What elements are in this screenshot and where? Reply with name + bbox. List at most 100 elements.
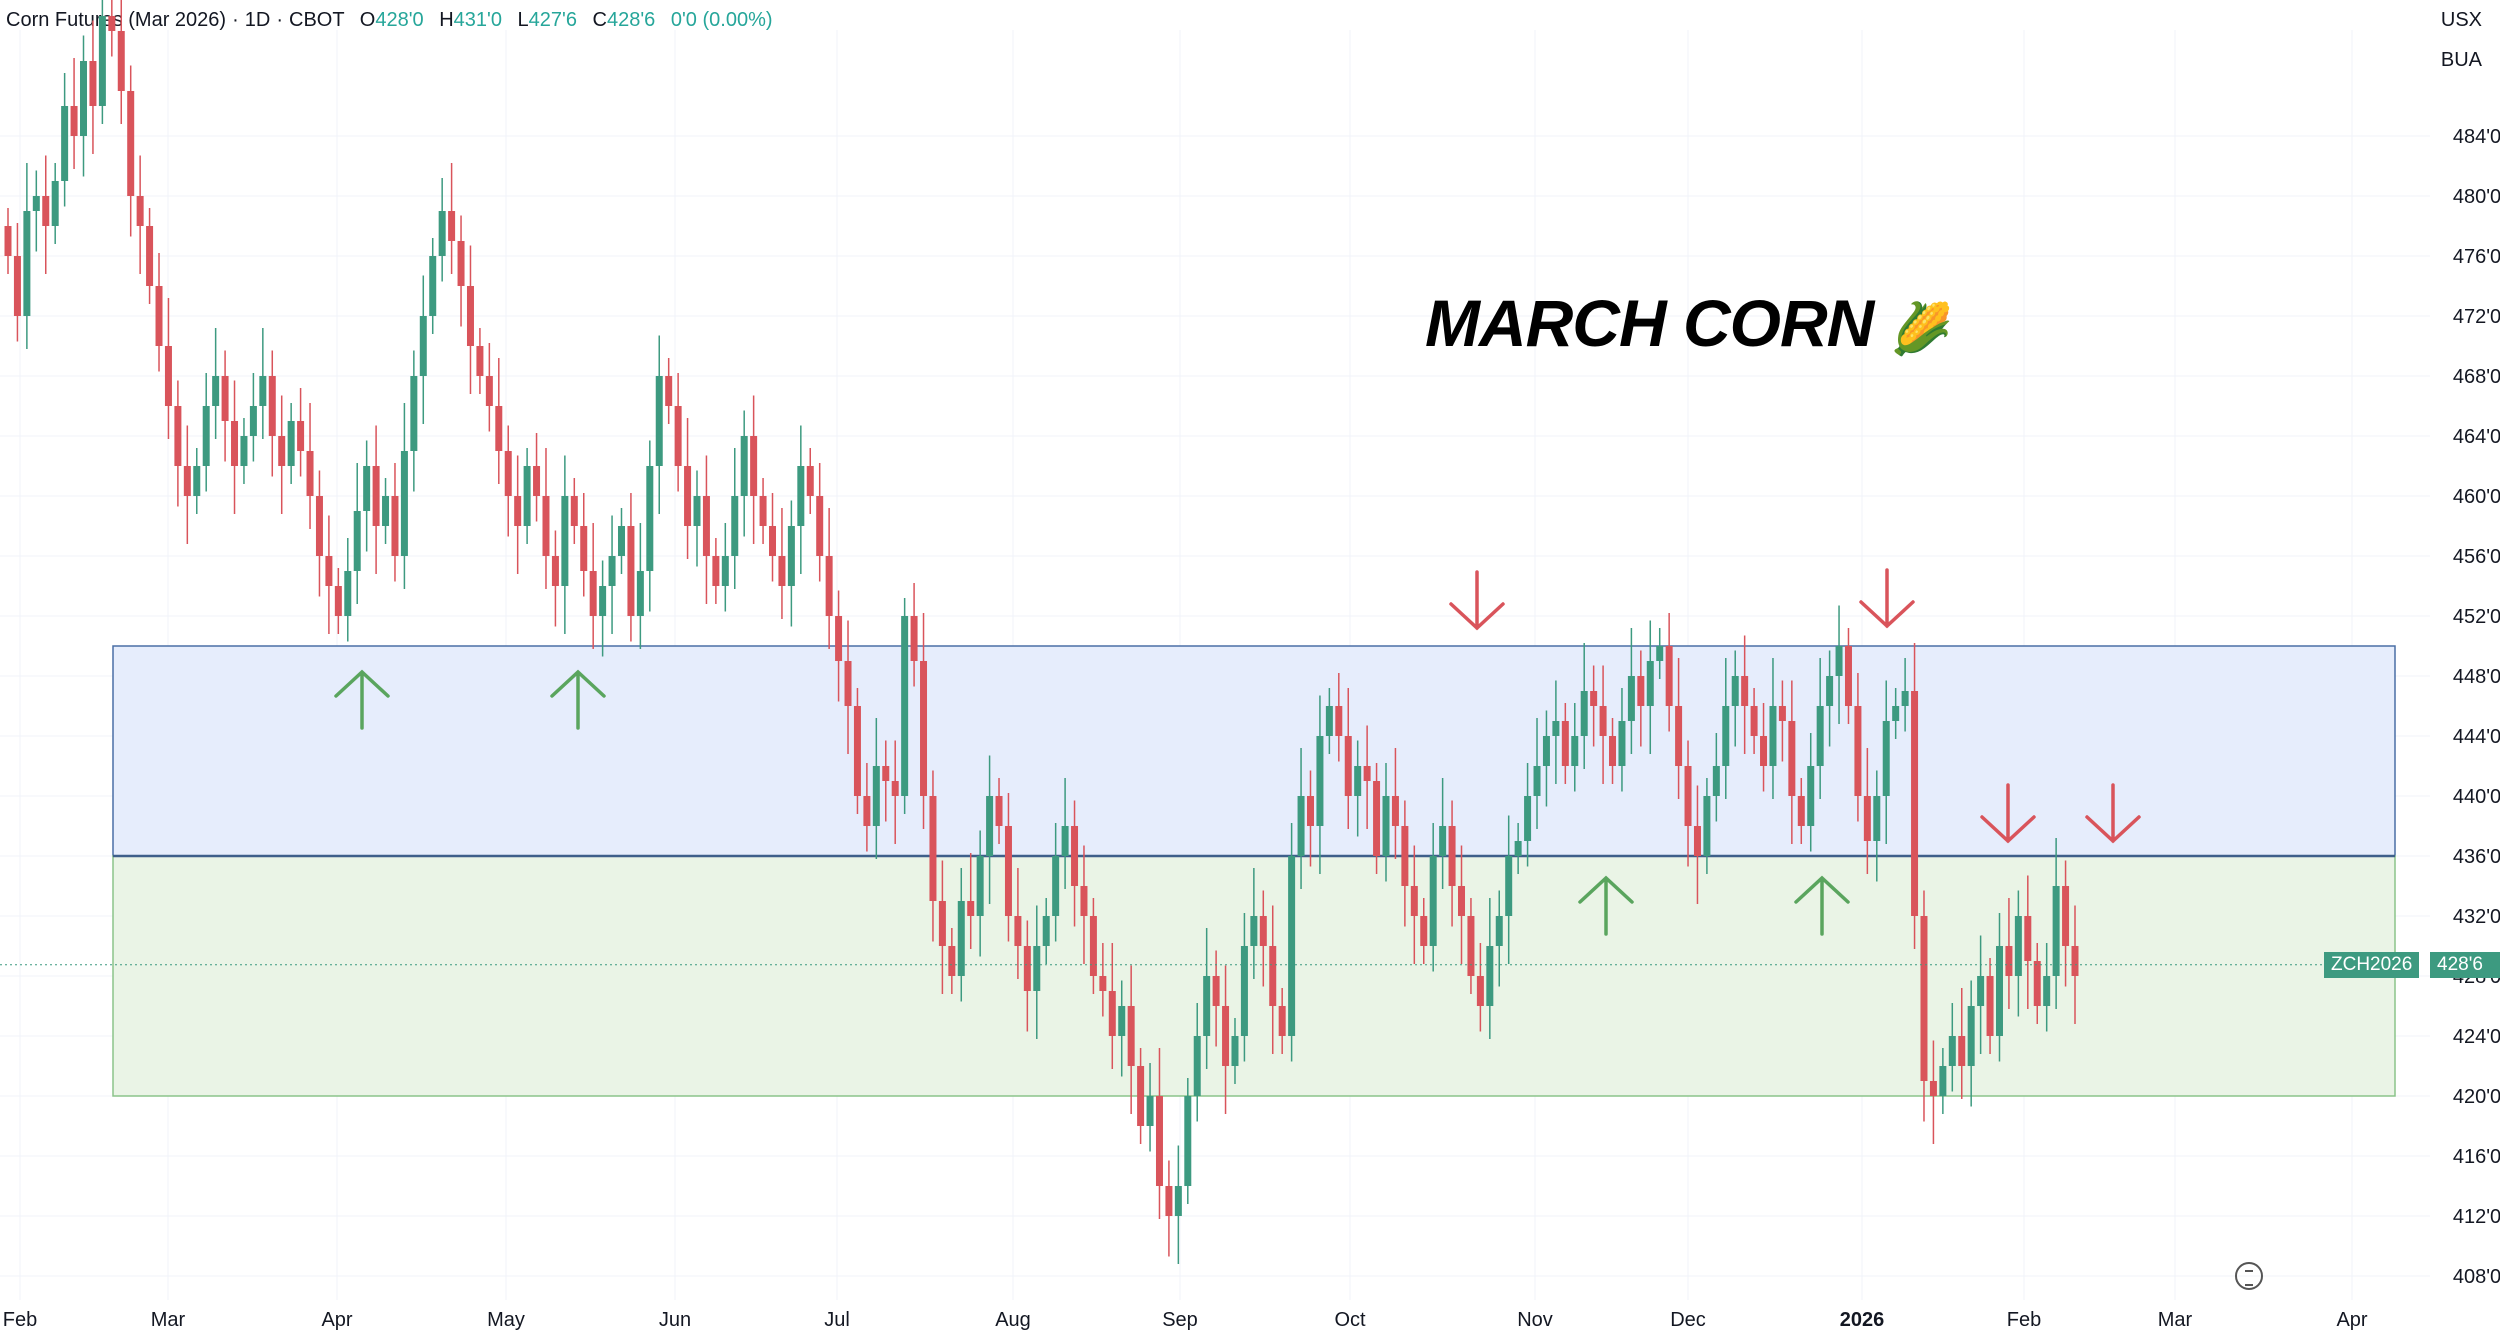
candle-body [287, 421, 295, 466]
y-tick-label: 480'0 [2453, 186, 2500, 208]
candle-body [438, 211, 446, 256]
open-label: O [359, 9, 376, 31]
candle-body [1892, 706, 1900, 721]
candle-body [891, 781, 899, 796]
candle-body [1750, 706, 1758, 736]
candle-body [561, 496, 569, 586]
y-tick-label: 412'0 [2453, 1206, 2500, 1228]
candle-body [1939, 1066, 1947, 1096]
candle-body [127, 91, 135, 196]
candle-body [70, 106, 78, 136]
x-tick-label: Jun [659, 1309, 691, 1331]
candle-body [42, 196, 50, 226]
candle-body [278, 436, 286, 466]
y-tick-label: 460'0 [2453, 486, 2500, 508]
interval[interactable]: 1D [244, 9, 271, 31]
down-arrow-icon [1980, 783, 2036, 844]
candle-body [1778, 706, 1786, 721]
candle-body [1344, 736, 1352, 796]
candle-body [1023, 946, 1031, 991]
chart-header: Corn Futures (Mar 2026) · 1D · CBOT O428'0 H… [6, 9, 773, 31]
candle-body [1061, 826, 1069, 856]
candle-body [1118, 1006, 1126, 1036]
candle-body [844, 661, 852, 706]
candle-body [89, 61, 97, 106]
candle-body [51, 181, 59, 226]
candle-body [448, 211, 456, 241]
candle-body [759, 496, 767, 526]
y-tick-label: 468'0 [2453, 366, 2500, 388]
candle-body [1127, 1006, 1135, 1066]
candle-body [1184, 1096, 1192, 1186]
y-tick-label: 452'0 [2453, 606, 2500, 628]
candle-body [825, 556, 833, 616]
low-value: 427'6 [528, 9, 577, 31]
candle-body [2062, 886, 2070, 946]
candle-body [750, 436, 758, 496]
candle-body [2024, 916, 2032, 961]
candle-body [787, 526, 795, 586]
candle-body [13, 256, 21, 316]
candle-body [617, 526, 625, 556]
candle-body [1052, 856, 1060, 916]
candle-body [1429, 856, 1437, 946]
candle-body [1911, 691, 1919, 916]
candle-body [429, 256, 437, 316]
x-tick-label: Dec [1670, 1309, 1706, 1331]
candle-body [702, 496, 710, 556]
high-value: 431'0 [453, 9, 502, 31]
up-arrow-icon [1794, 875, 1850, 936]
candle-body [61, 106, 69, 181]
candle-body [1580, 691, 1588, 736]
quantity-unit[interactable]: BUA [2440, 49, 2482, 71]
candle-body [1089, 916, 1097, 976]
candle-body [410, 376, 418, 451]
clock-icon[interactable] [2235, 1262, 2263, 1290]
candle-body [1099, 976, 1107, 991]
candle-body [1637, 676, 1645, 706]
close-label: C [592, 9, 607, 31]
candle-body [731, 496, 739, 556]
candle-body [1363, 766, 1371, 781]
candle-body [504, 451, 512, 496]
candle-body [1391, 796, 1399, 826]
candle-body [1722, 706, 1730, 766]
candle-body [967, 901, 975, 916]
candle-body [976, 856, 984, 916]
candle-body [1561, 721, 1569, 766]
candle-body [1174, 1186, 1182, 1216]
candle-body [646, 466, 654, 571]
candle-body [1222, 1006, 1230, 1066]
candle-body [1476, 976, 1484, 1006]
x-tick-label: Jul [824, 1309, 850, 1331]
candle-body [155, 286, 163, 346]
exchange: CBOT [289, 9, 345, 31]
currency-unit[interactable]: USX [2440, 9, 2482, 31]
candle-body [382, 496, 390, 526]
y-tick-label: 432'0 [2453, 906, 2500, 928]
candle-body [608, 556, 616, 586]
candle-body [740, 436, 748, 496]
candle-body [1108, 991, 1116, 1036]
symbol-name[interactable]: Corn Futures (Mar 2026) [6, 9, 227, 31]
candle-body [2071, 946, 2079, 976]
candle-body [372, 466, 380, 526]
candle-body [1920, 916, 1928, 1081]
candle-body [117, 31, 125, 91]
x-tick-label: Mar [151, 1309, 186, 1331]
candle-body [570, 496, 578, 526]
candle-body [240, 436, 248, 466]
candle-body [1203, 976, 1211, 1036]
candle-body [1212, 976, 1220, 1006]
low-label: L [517, 9, 529, 31]
candle-body [1618, 721, 1626, 766]
upper-resistance-zone [112, 645, 2396, 857]
y-tick-label: 444'0 [2453, 726, 2500, 748]
candle-body [1948, 1036, 1956, 1066]
candle-body [920, 661, 928, 796]
candle-body [231, 421, 239, 466]
candle-body [1769, 706, 1777, 766]
y-tick-label: 424'0 [2453, 1026, 2500, 1048]
candle-body [1014, 916, 1022, 946]
